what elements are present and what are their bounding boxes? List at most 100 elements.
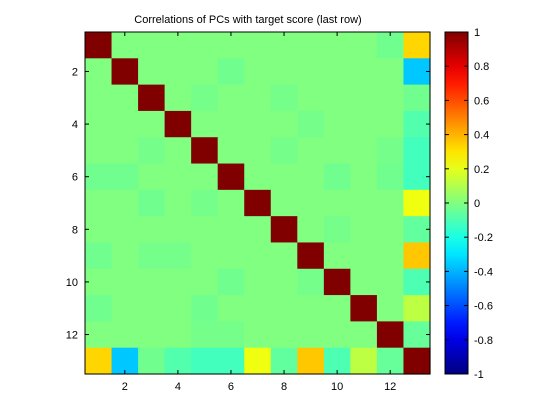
heatmap-cell-11-8 bbox=[270, 295, 298, 322]
heatmap-cell-12-10 bbox=[323, 321, 351, 349]
y-tick-label-6: 6 bbox=[72, 172, 78, 184]
heatmap-cell-2-5 bbox=[191, 58, 219, 86]
heatmap-cell-6-5 bbox=[191, 163, 219, 191]
heatmap-cell-7-6 bbox=[217, 189, 245, 217]
heatmap-cell-6-6 bbox=[217, 163, 245, 191]
y-tick-label-10: 10 bbox=[66, 277, 78, 289]
colorbar-tick-label: 0.6 bbox=[474, 95, 489, 107]
heatmap-cell-6-11 bbox=[350, 163, 378, 191]
heatmap-cell-9-5 bbox=[191, 242, 219, 270]
heatmap-cell-1-3 bbox=[138, 32, 166, 59]
heatmap-cell-9-12 bbox=[376, 242, 405, 270]
heatmap-cell-6-3 bbox=[138, 163, 166, 191]
heatmap-cell-3-4 bbox=[164, 84, 192, 112]
heatmap-cell-10-9 bbox=[297, 268, 325, 296]
heatmap-cell-2-3 bbox=[138, 58, 166, 86]
heatmap-cell-5-1 bbox=[85, 137, 113, 165]
heatmap-cell-10-10 bbox=[323, 268, 351, 296]
heatmap-cell-13-5 bbox=[191, 347, 219, 375]
heatmap-cell-8-8 bbox=[270, 216, 298, 244]
heatmap-cell-3-10 bbox=[323, 84, 351, 112]
heatmap-cell-1-1 bbox=[85, 32, 113, 59]
heatmap-cell-4-3 bbox=[138, 110, 166, 138]
heatmap-cell-6-9 bbox=[297, 163, 325, 191]
heatmap-cell-5-7 bbox=[244, 137, 272, 165]
x-tick-label-12: 12 bbox=[384, 381, 396, 393]
heatmap-cell-8-5 bbox=[191, 216, 219, 244]
x-tick-label-8: 8 bbox=[281, 381, 287, 393]
heatmap-cell-2-2 bbox=[111, 58, 139, 86]
heatmap-cell-7-10 bbox=[323, 189, 351, 217]
heatmap-cell-8-3 bbox=[138, 216, 166, 244]
heatmap-cell-9-4 bbox=[164, 242, 192, 270]
heatmap-cell-4-2 bbox=[111, 110, 139, 138]
colorbar-gradient bbox=[445, 32, 468, 374]
heatmap-cell-8-10 bbox=[323, 216, 351, 244]
heatmap-cell-11-11 bbox=[350, 295, 378, 322]
heatmap-cell-11-4 bbox=[164, 295, 192, 322]
heatmap-cell-2-7 bbox=[244, 58, 272, 86]
heatmap-cell-5-6 bbox=[217, 137, 245, 165]
heatmap-cell-13-3 bbox=[138, 347, 166, 375]
heatmap-cell-5-13 bbox=[403, 137, 431, 165]
heatmap-cell-2-6 bbox=[217, 58, 245, 86]
heatmap-cell-9-10 bbox=[323, 242, 351, 270]
heatmap-cell-4-7 bbox=[244, 110, 272, 138]
heatmap-cell-1-11 bbox=[350, 32, 378, 59]
heatmap-cell-2-8 bbox=[270, 58, 298, 86]
heatmap-cell-3-8 bbox=[270, 84, 298, 112]
heatmap-cell-7-8 bbox=[270, 189, 298, 217]
heatmap-cell-1-2 bbox=[111, 32, 139, 59]
heatmap-cell-12-9 bbox=[297, 321, 325, 349]
heatmap-cell-11-7 bbox=[244, 295, 272, 322]
heatmap-cell-12-6 bbox=[217, 321, 245, 349]
axis-ticks: 2 4 6 8 10 12 2 4 6 8 10 12 bbox=[66, 32, 430, 393]
heatmap-cell-11-10 bbox=[323, 295, 351, 322]
heatmap-cell-3-11 bbox=[350, 84, 378, 112]
colorbar-tick-label: 1 bbox=[474, 27, 480, 39]
heatmap-cell-10-1 bbox=[85, 268, 113, 296]
heatmap-cell-1-5 bbox=[191, 32, 219, 59]
colorbar-tick-label: -0.8 bbox=[474, 335, 493, 347]
heatmap-cell-8-11 bbox=[350, 216, 378, 244]
heatmap-cell-11-1 bbox=[85, 295, 113, 322]
heatmap-cell-4-6 bbox=[217, 110, 245, 138]
heatmap-cell-5-12 bbox=[376, 137, 405, 165]
heatmap-cell-9-9 bbox=[297, 242, 325, 270]
colorbar-tick-label: -0.4 bbox=[474, 266, 493, 278]
colorbar: 1 0.8 0.6 0.4 0.2 0 -0.2 -0.4 -0.6 -0.8 -1 bbox=[444, 27, 493, 381]
heatmap-cell-6-2 bbox=[111, 163, 139, 191]
heatmap-cell-9-1 bbox=[85, 242, 113, 270]
heatmap-cell-4-9 bbox=[297, 110, 325, 138]
y-tick-label-2: 2 bbox=[72, 66, 78, 78]
heatmap-cell-10-4 bbox=[164, 268, 192, 296]
heatmap-cell-13-11 bbox=[350, 347, 378, 375]
heatmap-cell-10-11 bbox=[350, 268, 378, 296]
colorbar-tick-label: -1 bbox=[474, 369, 484, 381]
heatmap-cell-11-3 bbox=[138, 295, 166, 322]
heatmap-cell-10-2 bbox=[111, 268, 139, 296]
heatmap-cell-5-9 bbox=[297, 137, 325, 165]
heatmap-cell-12-3 bbox=[138, 321, 166, 349]
heatmap-cell-7-12 bbox=[376, 189, 405, 217]
x-tick-label-6: 6 bbox=[228, 381, 234, 393]
y-tick-label-8: 8 bbox=[72, 224, 78, 236]
heatmap-cell-7-1 bbox=[85, 189, 113, 217]
heatmap-cell-12-11 bbox=[350, 321, 378, 349]
heatmap-cell-7-3 bbox=[138, 189, 166, 217]
heatmap-cell-6-4 bbox=[164, 163, 192, 191]
heatmap-cell-10-12 bbox=[376, 268, 405, 296]
heatmap-cell-5-10 bbox=[323, 137, 351, 165]
heatmap-cell-8-2 bbox=[111, 216, 139, 244]
x-tick-label-10: 10 bbox=[331, 381, 343, 393]
heatmap-cell-3-7 bbox=[244, 84, 272, 112]
heatmap-cell-9-2 bbox=[111, 242, 139, 270]
heatmap-cell-9-6 bbox=[217, 242, 245, 270]
heatmap-cell-1-7 bbox=[244, 32, 272, 59]
heatmap-cell-3-2 bbox=[111, 84, 139, 112]
heatmap-cell-4-4 bbox=[164, 110, 192, 138]
heatmap-cell-10-3 bbox=[138, 268, 166, 296]
heatmap-cell-6-7 bbox=[244, 163, 272, 191]
heatmap-cell-10-7 bbox=[244, 268, 272, 296]
